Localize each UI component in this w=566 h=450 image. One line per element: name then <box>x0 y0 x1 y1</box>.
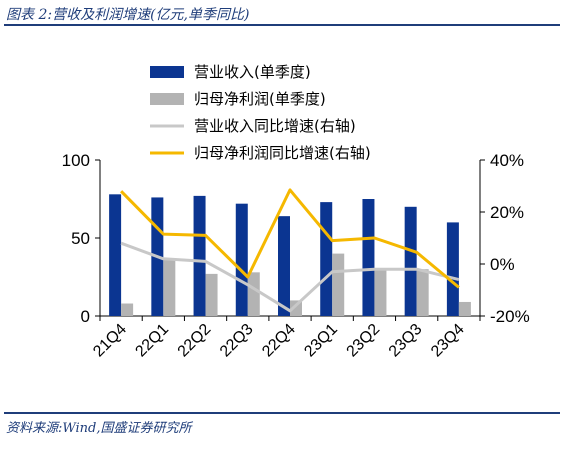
revenue-bar <box>404 206 417 316</box>
profit-bar <box>163 259 176 316</box>
legend-label: 营业收入同比增速(右轴) <box>194 117 356 135</box>
category-label: 23Q3 <box>386 321 426 361</box>
category-label: 22Q1 <box>132 321 172 361</box>
category-label: 22Q3 <box>217 321 257 361</box>
revenue-bar <box>446 222 459 316</box>
source-note: 资料来源:Wind,国盛证券研究所 <box>6 421 192 436</box>
chart-title: 图表 2:营收及利润增速(亿元,单季同比) <box>6 7 250 23</box>
legend-label: 营业收入(单季度) <box>194 63 311 81</box>
category-label: 23Q4 <box>428 321 468 361</box>
profit-bar <box>458 301 471 316</box>
profit-bar <box>374 269 387 316</box>
revenue-yoy-line <box>120 241 460 313</box>
profit-bar <box>247 272 260 316</box>
left-tick-label: 0 <box>81 307 90 326</box>
left-tick-label: 100 <box>62 151 90 170</box>
revenue-bar <box>362 199 375 316</box>
legend-swatch <box>150 66 184 78</box>
revenue-bar <box>193 195 206 316</box>
profit-bar <box>332 253 345 316</box>
category-label: 22Q4 <box>259 321 299 361</box>
legend-label: 归母净利润同比增速(右轴) <box>194 144 371 162</box>
right-tick-label: 40% <box>490 151 524 170</box>
revenue-bar <box>109 194 122 316</box>
revenue-bar <box>278 216 290 316</box>
revenue-bar <box>235 203 248 316</box>
bottom-rule <box>4 412 560 414</box>
right-tick-label: 0% <box>490 255 515 274</box>
right-tick-label: 20% <box>490 203 524 222</box>
profit-bar <box>205 273 218 316</box>
legend-swatch <box>150 93 184 105</box>
top-rule <box>4 24 560 26</box>
category-label: 22Q2 <box>175 321 215 361</box>
revenue-bar <box>320 202 333 316</box>
category-label: 23Q1 <box>301 321 341 361</box>
profit-yoy-line <box>120 188 460 289</box>
profit-bar <box>121 303 134 316</box>
category-label: 21Q4 <box>90 321 130 361</box>
category-label: 23Q2 <box>344 321 384 361</box>
legend-label: 归母净利润(单季度) <box>194 90 326 108</box>
right-tick-label: -20% <box>490 307 530 326</box>
left-tick-label: 50 <box>71 229 90 248</box>
profit-bar <box>416 269 429 316</box>
